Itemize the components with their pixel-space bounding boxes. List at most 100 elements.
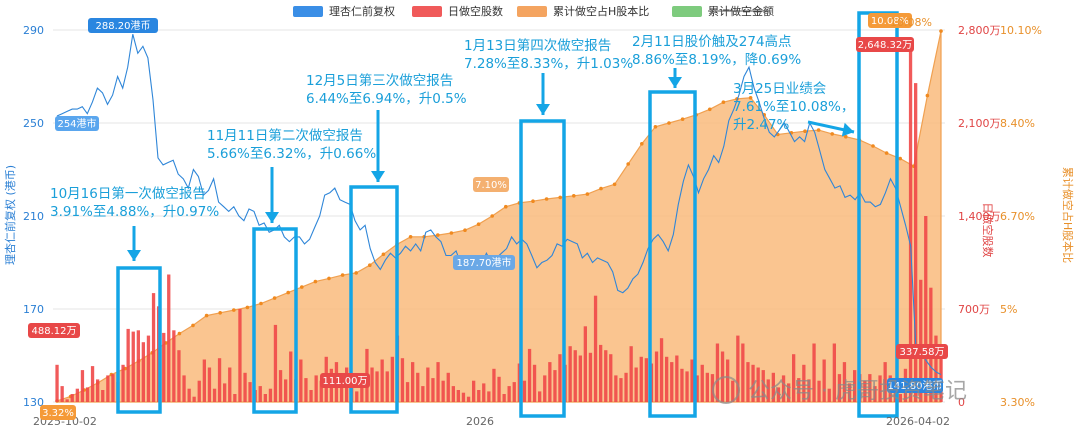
annotation-4-line-0: 2月11日股价触及274高点 bbox=[632, 33, 792, 50]
short-ratio-point bbox=[816, 128, 821, 132]
short-shares-bar bbox=[172, 330, 176, 402]
short-shares-bar bbox=[908, 50, 913, 402]
short-shares-bar bbox=[309, 390, 313, 402]
x-axis-tick-1: 2026 bbox=[466, 415, 494, 428]
short-ratio-point bbox=[177, 331, 182, 336]
short-shares-bar bbox=[731, 380, 735, 402]
watermark: 公众号 · 虎哥投资笔记 bbox=[712, 376, 967, 404]
annotation-2-line-1: 6.44%至6.94%，升0.5% bbox=[306, 91, 467, 107]
short-ratio-point bbox=[558, 195, 562, 200]
short-ratio-point bbox=[680, 117, 685, 121]
annotation-4-line-1: 8.86%至8.19%，降0.69% bbox=[632, 52, 801, 68]
short-shares-bar bbox=[766, 379, 770, 402]
legend-label-0: 理杏仁前复权 bbox=[329, 4, 395, 18]
short-shares-bar bbox=[167, 274, 171, 402]
badge-ratio_start: 3.32% bbox=[42, 408, 74, 419]
short-shares-bar bbox=[654, 351, 659, 402]
short-shares-bar bbox=[466, 396, 471, 402]
short-ratio-point bbox=[436, 233, 440, 237]
short-shares-bar bbox=[776, 387, 781, 402]
short-ratio-point bbox=[204, 313, 209, 318]
short-shares-bar bbox=[522, 380, 527, 402]
annotation-5-line-0: 3月25日业绩会 bbox=[733, 81, 826, 97]
short-ratio-point bbox=[490, 214, 495, 218]
short-shares-bar bbox=[228, 367, 232, 402]
short-shares-bar bbox=[873, 386, 877, 402]
short-shares-bar bbox=[182, 375, 186, 402]
short-shares-bar bbox=[441, 380, 445, 402]
short-shares-bar bbox=[65, 399, 69, 402]
short-shares-bar bbox=[787, 383, 791, 402]
short-ratio-point bbox=[300, 285, 304, 289]
short-shares-bar bbox=[878, 375, 882, 402]
legend-swatch-2 bbox=[517, 6, 547, 17]
short-shares-bar bbox=[456, 390, 460, 402]
short-shares-bar bbox=[258, 386, 262, 402]
short-shares-bar bbox=[162, 332, 166, 402]
short-shares-bar bbox=[695, 375, 699, 402]
short-shares-bar bbox=[807, 379, 811, 402]
short-shares-bar bbox=[863, 380, 867, 402]
left-axis-tick-4: 130 bbox=[23, 396, 44, 409]
value-labels: 288.20港币254港市187.70港市141.80港币3.32%7.10%1… bbox=[28, 13, 948, 420]
badge-price_start: 254港市 bbox=[57, 117, 96, 130]
short-shares-bar bbox=[624, 372, 628, 402]
short-shares-bar bbox=[837, 374, 842, 402]
short-shares-bar bbox=[751, 364, 755, 402]
short-shares-bar bbox=[588, 352, 593, 402]
legend[interactable]: 理杏仁前复权 日做空股数 累计做空占H股本比 累计做空金额 bbox=[293, 4, 774, 18]
right2-axis-tick-2: 6.70% bbox=[1000, 210, 1035, 223]
right2-axis-tick-4: 3.30% bbox=[1000, 396, 1035, 409]
legend-label-2: 累计做空占H股本比 bbox=[553, 4, 649, 18]
right1-axis-tick-2: 1,400万 bbox=[958, 210, 1001, 223]
short-shares-bar bbox=[426, 367, 430, 402]
short-ratio-point bbox=[871, 144, 875, 148]
short-shares-bar bbox=[268, 388, 273, 402]
short-shares-bar bbox=[141, 342, 145, 402]
badge-short_max: 2,648.32万 bbox=[858, 40, 913, 51]
badge-short_start: 488.12万 bbox=[32, 326, 77, 337]
short-shares-bar bbox=[771, 372, 775, 402]
short-shares-bar bbox=[223, 383, 227, 402]
short-shares-bar bbox=[715, 343, 720, 402]
highlight-box-2 bbox=[349, 185, 399, 414]
short-shares-bar bbox=[614, 375, 618, 402]
short-shares-bar bbox=[80, 370, 85, 402]
badge-ratio_end: 10.08% bbox=[871, 16, 909, 27]
arrow-head-5 bbox=[841, 122, 854, 137]
badge-price_mid: 187.70港市 bbox=[457, 256, 512, 269]
short-ratio-point bbox=[354, 271, 359, 275]
short-shares-bar bbox=[197, 380, 201, 402]
short-shares-bar bbox=[289, 351, 293, 402]
short-shares-bar bbox=[634, 367, 638, 402]
short-shares-bar bbox=[675, 355, 679, 402]
short-ratio-point bbox=[803, 129, 807, 133]
short-shares-bar bbox=[832, 343, 836, 402]
right1-axis-label: 日做空股数 bbox=[981, 203, 995, 258]
short-ratio-point bbox=[572, 194, 576, 198]
x-axis-tick-2: 2026-04-02 bbox=[886, 415, 950, 428]
short-shares-bar bbox=[599, 344, 603, 402]
badge-bg-price_max bbox=[88, 18, 158, 33]
short-shares-bar bbox=[726, 359, 730, 402]
highlight-box-1 bbox=[252, 227, 298, 414]
short-ratio-point bbox=[830, 132, 834, 136]
short-shares-bar bbox=[812, 343, 816, 402]
short-shares-bar bbox=[842, 362, 847, 402]
short-shares-bar bbox=[659, 338, 664, 402]
short-shares-bar bbox=[639, 356, 643, 402]
short-shares-bar bbox=[96, 379, 100, 402]
left-axis-tick-0: 290 bbox=[23, 24, 44, 37]
arrow-head-3 bbox=[536, 104, 550, 115]
short-ratio-point bbox=[544, 197, 549, 201]
short-shares-bar bbox=[817, 380, 821, 402]
short-shares-bar bbox=[685, 371, 689, 402]
short-shares-bar bbox=[746, 362, 750, 402]
short-shares-bar bbox=[451, 386, 455, 402]
short-shares-bar bbox=[192, 396, 196, 402]
annotation-5-line-1: 7.61%至10.08%， bbox=[733, 99, 854, 115]
badge-price_end: 141.80港币 bbox=[888, 380, 943, 392]
short-shares-bar bbox=[797, 378, 801, 402]
short-ratio-point bbox=[245, 305, 250, 310]
arrow-head-4 bbox=[668, 77, 682, 88]
